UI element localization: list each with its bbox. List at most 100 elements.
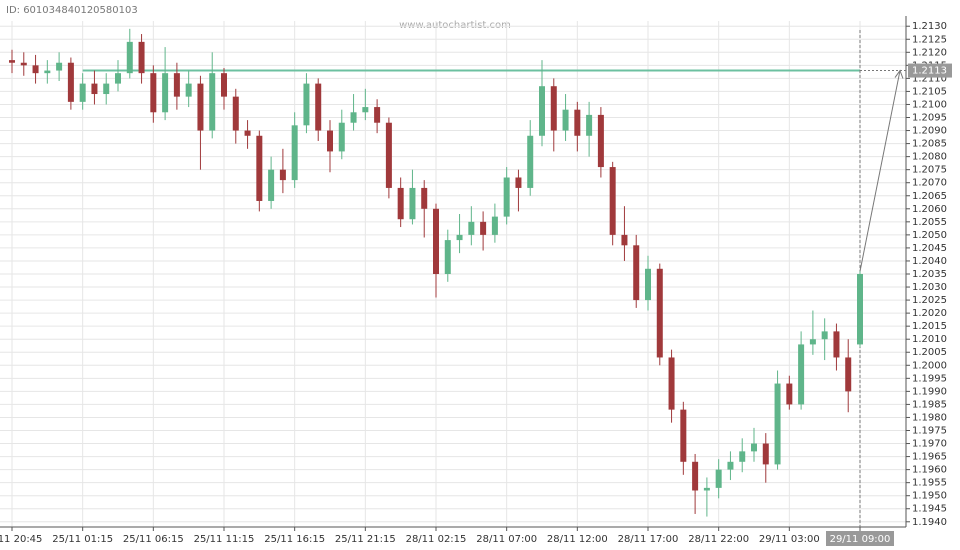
x-tick-label: 28/11 12:00 [547, 534, 608, 545]
watermark: www.autochartist.com [399, 20, 511, 31]
y-tick-label: 1.2075 [912, 165, 947, 176]
y-tick-label: 1.2105 [912, 86, 947, 97]
candle-body [468, 221, 475, 235]
y-tick-label: 1.1965 [912, 452, 947, 463]
candle-body [621, 234, 628, 246]
candle-body [338, 122, 345, 152]
candle-body [798, 344, 805, 405]
candle-body [32, 65, 39, 74]
x-tick-label: 25/11 01:15 [52, 534, 113, 545]
y-tick-label: 1.1975 [912, 425, 947, 436]
candle-body [385, 122, 392, 188]
y-tick-label: 1.2095 [912, 113, 947, 124]
candle-body [327, 130, 333, 152]
y-tick-label: 1.2110 [912, 73, 947, 84]
candle-body [232, 96, 239, 131]
candle-body [268, 169, 275, 201]
chart-id: ID: 601034840120580103 [6, 5, 138, 16]
candle-body [126, 41, 133, 74]
x-tick-label: 28/11 22:00 [688, 534, 749, 545]
candle-body [173, 73, 180, 97]
candle-body [362, 107, 369, 113]
candle-body [244, 130, 251, 136]
y-tick-label: 1.2125 [912, 34, 947, 45]
candle-body [809, 339, 816, 345]
candle-body [491, 216, 498, 235]
projection-arrow [859, 70, 901, 272]
level-label-bg [908, 63, 952, 78]
candle-body [397, 187, 404, 220]
candle-body [527, 135, 534, 188]
candle-body [103, 83, 110, 95]
candle-body [680, 409, 687, 462]
x-tick-label: 28/11 02:15 [406, 534, 467, 545]
y-tick-label: 1.1940 [912, 517, 947, 528]
candle-body [539, 86, 545, 136]
candle-body [656, 268, 663, 358]
candle-body [256, 135, 263, 201]
y-tick-label: 1.2015 [912, 321, 947, 332]
y-tick-label: 1.1945 [912, 504, 947, 515]
x-tick-label: 24/11 20:45 [0, 534, 42, 545]
x-tick-label: 25/11 21:15 [335, 534, 396, 545]
candle-body [715, 469, 722, 488]
y-tick-label: 1.2100 [912, 99, 947, 110]
y-tick-label: 1.2070 [912, 178, 947, 189]
candle-body [79, 83, 86, 102]
candle-body [586, 114, 593, 136]
candle-body [668, 357, 675, 410]
y-tick-label: 1.2020 [912, 308, 947, 319]
candle-body [550, 86, 557, 131]
y-tick-label: 1.1960 [912, 465, 947, 476]
candle-body [645, 268, 651, 301]
candle-body [409, 187, 416, 220]
candle-body [209, 73, 216, 131]
candle-body [739, 451, 746, 462]
candle-body [480, 221, 487, 235]
candle-body [786, 383, 793, 405]
y-tick-label: 1.1995 [912, 373, 947, 384]
candle-body [291, 125, 298, 181]
candle-body [845, 357, 852, 392]
x-tick-label: 25/11 06:15 [123, 534, 184, 545]
y-tick-label: 1.2120 [912, 47, 947, 58]
y-tick-label: 1.2090 [912, 126, 947, 137]
candle-body [597, 114, 604, 168]
y-tick-label: 1.2000 [912, 360, 947, 371]
candle-body [279, 169, 286, 181]
candle-body [821, 331, 828, 340]
x-tick-label: 29/11 03:00 [759, 534, 820, 545]
candle-body [444, 240, 451, 274]
candle-body [574, 109, 581, 136]
y-tick-label: 1.2035 [912, 269, 947, 280]
y-tick-label: 1.1950 [912, 491, 947, 502]
candle-body [503, 177, 510, 217]
level-label: 1.2113 [912, 66, 947, 77]
y-tick-label: 1.1955 [912, 478, 947, 489]
x-tick-label: 28/11 17:00 [618, 534, 679, 545]
candle-body [833, 331, 840, 358]
y-tick-label: 1.2085 [912, 139, 947, 150]
candle-body [56, 62, 63, 71]
candle-body [703, 487, 710, 491]
y-tick-label: 1.2130 [912, 21, 947, 32]
x-tick-label: 29/11 09:00 [830, 534, 891, 545]
candle-body [633, 245, 640, 301]
y-tick-label: 1.2050 [912, 230, 947, 241]
candle-body [303, 83, 310, 126]
y-tick-label: 1.2040 [912, 256, 947, 267]
candle-body [456, 234, 463, 241]
candle-body [751, 443, 757, 452]
candle-body [138, 41, 145, 74]
y-tick-label: 1.2060 [912, 204, 947, 215]
candle-body [115, 73, 121, 84]
y-tick-label: 1.1980 [912, 412, 947, 423]
candle-body [774, 383, 781, 465]
x-tick-label: 25/11 16:15 [264, 534, 325, 545]
candle-body [197, 83, 204, 131]
x-label-highlight [826, 531, 894, 546]
candle-body [185, 83, 192, 97]
x-tick-label: 28/11 07:00 [476, 534, 537, 545]
candle-body [374, 107, 381, 123]
